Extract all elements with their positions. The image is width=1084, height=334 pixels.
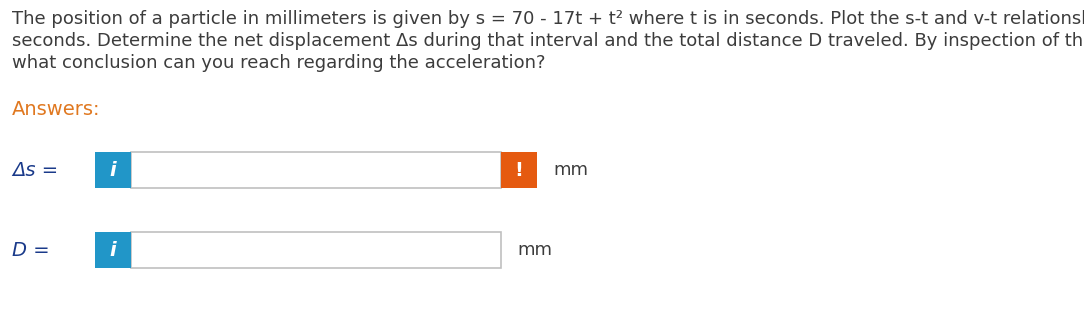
Text: what conclusion can you reach regarding the acceleration?: what conclusion can you reach regarding … [12,54,545,72]
Text: mm: mm [553,161,588,179]
FancyBboxPatch shape [95,232,131,268]
Text: Δs =: Δs = [12,161,59,179]
Text: i: i [109,240,116,260]
Text: !: ! [515,161,524,179]
FancyBboxPatch shape [95,152,131,188]
Text: The position of a particle in millimeters is given by s = 70 - 17t + t² where t : The position of a particle in millimeter… [12,10,1084,28]
FancyBboxPatch shape [501,152,537,188]
Text: i: i [109,161,116,179]
FancyBboxPatch shape [131,152,501,188]
Text: D =: D = [12,240,50,260]
Text: mm: mm [517,241,552,259]
FancyBboxPatch shape [131,232,501,268]
Text: seconds. Determine the net displacement Δs during that interval and the total di: seconds. Determine the net displacement … [12,32,1084,50]
Text: Answers:: Answers: [12,100,101,119]
